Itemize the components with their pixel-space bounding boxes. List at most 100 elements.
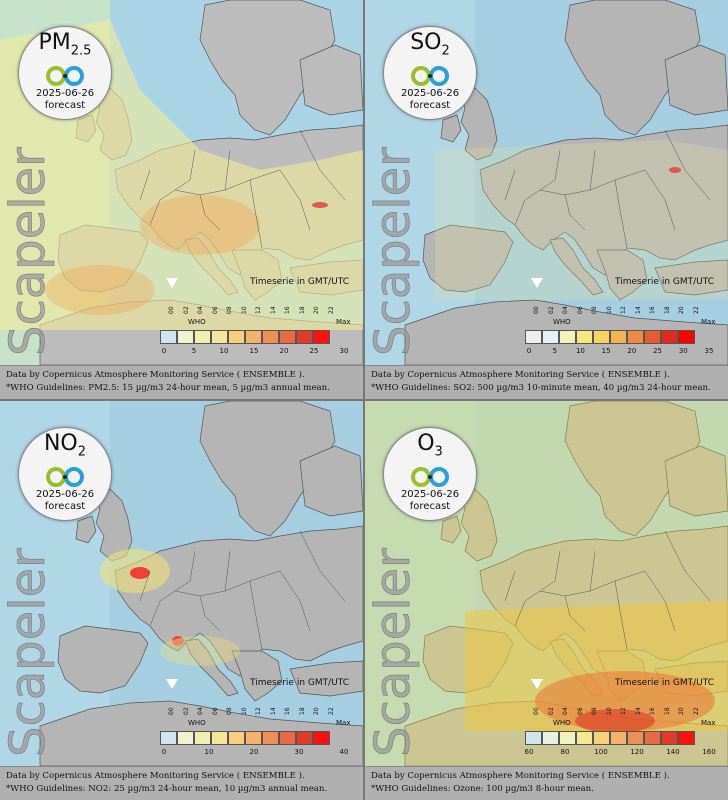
who-guidelines: *WHO Guidelines: NO2: 25 µg/m3 24-hour m… <box>6 784 328 794</box>
scale-swatch <box>627 731 644 745</box>
scale-swatch <box>262 330 279 344</box>
hour-tick: 02 <box>182 707 190 715</box>
scale-swatch <box>245 330 262 344</box>
scale-labels: 0 5 10 15 20 25 30 <box>160 347 355 357</box>
start-marker-icon <box>531 679 543 689</box>
pollutant-badge: O3 2025-06-26 forecast <box>383 427 477 521</box>
hour-tick: 12 <box>255 306 262 314</box>
scale-label: 60 <box>524 748 534 756</box>
start-marker-icon <box>531 278 543 288</box>
map-o3 <box>365 401 728 766</box>
timeserie-label: Timeserie in GMT/UTC <box>249 277 349 287</box>
forecast-label: forecast <box>409 100 451 112</box>
hour-tick: 20 <box>313 707 320 715</box>
hour-tick: 06 <box>211 306 219 314</box>
hour-tick: 08 <box>591 707 598 715</box>
hour-tick: 00 <box>533 707 540 715</box>
hour-tick: 12 <box>255 707 262 715</box>
hour-ticks: 00 02 04 06 08 10 12 14 16 18 20 22 <box>168 296 338 316</box>
hour-tick: 18 <box>663 306 671 314</box>
scale-label: 20 <box>249 748 259 756</box>
scale-swatch <box>211 330 228 344</box>
footer: Data by Copernicus Atmosphere Monitoring… <box>365 766 728 800</box>
scale-swatch <box>542 330 559 344</box>
scale-labels: 0 10 20 30 40 <box>160 748 355 758</box>
scale-label: 5 <box>552 347 557 355</box>
data-source: Data by Copernicus Atmosphere Monitoring… <box>371 370 670 380</box>
hour-tick: 14 <box>269 306 277 314</box>
scale-swatch <box>593 731 610 745</box>
forecast-label: forecast <box>409 501 451 513</box>
pollutant-title: SO2 <box>410 30 450 59</box>
map-no2 <box>0 401 363 766</box>
forecast-label: forecast <box>44 100 86 112</box>
scale-swatch <box>279 731 296 745</box>
hour-tick: 00 <box>533 306 540 314</box>
max-label: Max <box>701 719 716 727</box>
hour-tick: 22 <box>692 306 700 314</box>
pollutant-title: NO2 <box>43 431 87 460</box>
color-scale-legend: 00 02 04 06 08 10 12 14 16 18 20 22 WHO Max 0 5 10 15 20 25… <box>525 278 720 360</box>
data-source: Data by Copernicus Atmosphere Monitoring… <box>371 771 670 781</box>
footer: Data by Copernicus Atmosphere Monitoring… <box>365 365 728 399</box>
panel-pm25: PM2.5 2025-06-26 forecast Scapeler Times… <box>0 0 363 399</box>
hour-ticks: 00 02 04 06 08 10 12 14 16 18 20 22 <box>533 697 703 717</box>
scale-swatch <box>610 731 627 745</box>
color-scale-legend: 00 02 04 06 08 10 12 14 16 18 20 22 WHO Max 0 5 10 15 20 25… <box>160 278 355 360</box>
hour-tick: 14 <box>634 707 642 715</box>
scale-swatch <box>525 731 542 745</box>
hour-tick: 04 <box>197 707 204 715</box>
hour-ticks: 00 02 04 06 08 10 12 14 16 18 20 22 <box>533 296 703 316</box>
hour-tick: 14 <box>634 306 642 314</box>
scale-swatch <box>296 330 313 344</box>
scale-swatch <box>160 330 177 344</box>
scale-swatch <box>177 731 194 745</box>
scale-label: 120 <box>630 748 644 756</box>
hour-tick: 18 <box>298 306 306 314</box>
scale-label: 30 <box>678 347 688 355</box>
scale-label: 0 <box>526 347 532 355</box>
hour-tick: 02 <box>547 707 555 715</box>
hour-tick: 20 <box>678 306 685 314</box>
hour-tick: 02 <box>182 306 190 314</box>
svg-text:Scapeler: Scapeler <box>371 147 421 356</box>
scapeler-watermark: Scapeler <box>6 548 56 758</box>
scale-swatch <box>542 731 559 745</box>
color-scale <box>525 731 695 745</box>
panel-o3: O3 2025-06-26 forecast Scapeler Timeseri… <box>365 401 728 800</box>
pollutant-title: O3 <box>417 431 443 460</box>
scale-swatch <box>678 330 695 344</box>
scale-swatch <box>313 330 330 344</box>
scale-swatch <box>661 731 678 745</box>
scale-labels: 60 80 100 120 140 160 <box>525 748 720 758</box>
scale-swatch <box>296 731 313 745</box>
scapeler-watermark: Scapeler <box>371 147 421 357</box>
scale-label: 35 <box>704 347 714 355</box>
scale-swatch <box>576 731 593 745</box>
hour-tick: 10 <box>605 707 613 715</box>
hour-tick: 10 <box>605 306 613 314</box>
hour-tick: 04 <box>562 707 569 715</box>
scale-swatch <box>559 330 576 344</box>
scale-swatch <box>610 330 627 344</box>
scale-label: 10 <box>575 347 585 355</box>
hour-tick: 04 <box>197 306 204 314</box>
scale-swatch <box>576 330 593 344</box>
forecast-label: forecast <box>44 501 86 513</box>
color-scale <box>525 330 695 344</box>
hour-tick: 18 <box>663 707 671 715</box>
hour-tick: 22 <box>692 707 700 715</box>
scale-label: 15 <box>601 347 611 355</box>
svg-text:Scapeler: Scapeler <box>6 548 56 757</box>
hour-tick: 08 <box>226 707 233 715</box>
scale-swatch <box>228 330 245 344</box>
hour-tick: 22 <box>327 707 335 715</box>
scale-label: 25 <box>653 347 663 355</box>
max-label: Max <box>336 318 351 326</box>
hour-tick: 02 <box>547 306 555 314</box>
pollutant-badge: NO2 2025-06-26 forecast <box>18 427 112 521</box>
forecast-date: 2025-06-26 <box>400 489 460 501</box>
scale-label: 25 <box>309 347 319 355</box>
scale-swatch <box>211 731 228 745</box>
scale-swatch <box>313 731 330 745</box>
